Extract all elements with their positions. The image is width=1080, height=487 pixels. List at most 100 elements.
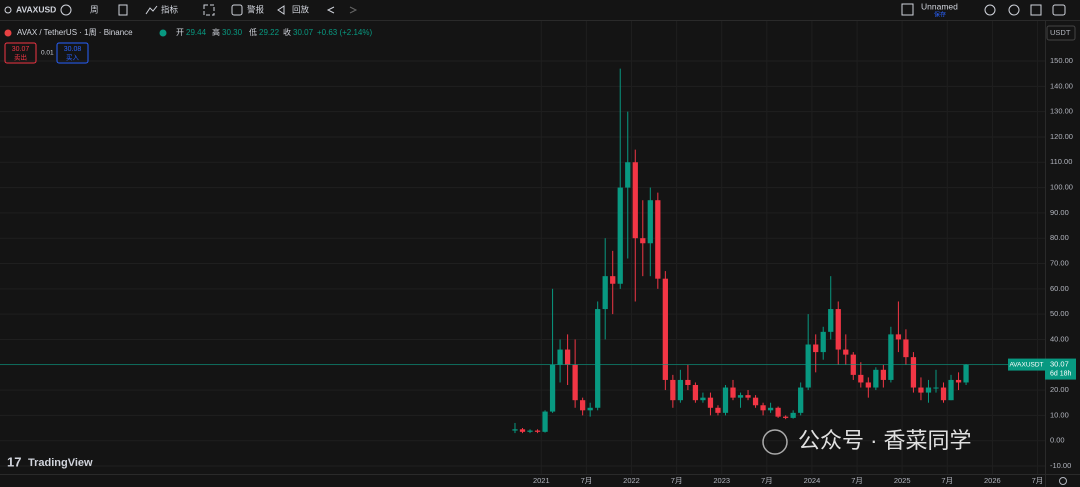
high-label: 高: [212, 27, 220, 37]
layout-name[interactable]: Unnamed: [921, 1, 958, 11]
candle-body: [745, 395, 751, 398]
close-label: 收: [283, 27, 291, 37]
candle-body: [940, 387, 947, 401]
candle-body: [519, 429, 526, 432]
interval-button[interactable]: 周: [90, 4, 99, 14]
replay-icon: [277, 5, 285, 15]
alert-icon: [231, 4, 243, 16]
currency: USDT: [1050, 28, 1071, 37]
buy-label: 买入: [66, 54, 80, 62]
search-icon[interactable]: [4, 6, 12, 14]
candle-body: [685, 379, 691, 385]
last-price-value: 30.07: [1050, 360, 1069, 369]
indicators-button[interactable]: 指标: [161, 4, 179, 14]
candle-body: [647, 200, 653, 244]
candle-body: [534, 430, 541, 432]
toolbar: [0, 0, 1080, 20]
candle-body: [880, 369, 886, 380]
y-tick-label: 50.00: [1050, 309, 1069, 318]
candle-body: [865, 382, 871, 388]
candle-body: [572, 364, 578, 401]
candle-body: [760, 405, 766, 411]
redo-button[interactable]: [349, 6, 358, 14]
currency-button[interactable]: [1046, 25, 1076, 41]
high-value: 30.30: [222, 28, 243, 37]
alerts-button[interactable]: 警报: [247, 4, 265, 14]
quick-search-button[interactable]: [984, 4, 996, 16]
candle-body: [527, 430, 533, 432]
close-value: 30.07: [293, 28, 314, 37]
candle-body: [610, 276, 616, 284]
axis-settings[interactable]: [1059, 477, 1067, 485]
y-tick-label: 120.00: [1050, 132, 1073, 141]
wechat-icon: [762, 429, 788, 455]
fullscreen-button[interactable]: [1030, 4, 1042, 16]
x-tick-label: 7月: [581, 476, 593, 485]
candle-body: [595, 309, 601, 408]
y-tick-label: 10.00: [1050, 410, 1069, 419]
candle-body: [549, 364, 556, 412]
candle-body: [602, 276, 608, 310]
low-value: 29.22: [259, 28, 280, 37]
candle-body: [617, 187, 623, 284]
change-value: +0.63 (+2.14%): [317, 28, 372, 37]
chart-type-button[interactable]: [118, 4, 128, 16]
candle-body: [655, 200, 661, 279]
candle-body: [632, 162, 638, 239]
x-tick-label: 7月: [761, 476, 773, 485]
candle-body: [805, 344, 811, 388]
candle-body: [835, 309, 841, 350]
candle-body: [903, 339, 909, 358]
candle-body: [873, 369, 879, 388]
buy-button[interactable]: [56, 42, 89, 64]
symbol-button[interactable]: AVAXUSD: [16, 4, 56, 14]
y-tick-label: 150.00: [1050, 56, 1073, 65]
snapshot-button[interactable]: [1052, 4, 1066, 16]
sell-button[interactable]: [4, 42, 37, 64]
replay-button[interactable]: 回放: [292, 4, 310, 14]
candle-body: [888, 334, 894, 380]
candle-body: [925, 387, 932, 393]
last-price-box: [1045, 358, 1076, 380]
save-button[interactable]: 保存: [934, 11, 946, 19]
y-tick-label: 70.00: [1050, 258, 1069, 267]
candle-body: [715, 407, 721, 413]
sell-label: 卖出: [14, 53, 27, 62]
settings-button[interactable]: [1008, 4, 1020, 16]
x-tick-label: 2026: [984, 476, 1001, 485]
candle-body: [828, 309, 834, 332]
candle-body: [737, 395, 744, 398]
candle-body: [707, 397, 714, 408]
x-tick-label: 2021: [533, 476, 550, 485]
candle-body: [895, 334, 902, 340]
candle-body: [955, 379, 962, 383]
candle-body: [933, 387, 939, 389]
candle-body: [512, 429, 518, 431]
candle-body: [730, 387, 736, 398]
layout-icon: [901, 3, 914, 16]
y-tick-label: 0.00: [1050, 436, 1065, 445]
candle-body: [918, 387, 924, 393]
open-value: 29.44: [186, 28, 207, 37]
candle-body: [767, 407, 774, 411]
templates-button[interactable]: [203, 4, 215, 16]
brand: TradingView: [28, 457, 93, 469]
candle-body: [587, 407, 593, 411]
x-tick-label: 7月: [671, 476, 683, 485]
low-label: 低: [249, 27, 257, 37]
candle-body: [564, 349, 571, 365]
undo-button[interactable]: [326, 6, 335, 14]
candle-body: [677, 379, 684, 401]
candle-body: [813, 344, 819, 353]
candle-body: [775, 407, 781, 417]
y-tick-label: 90.00: [1050, 208, 1069, 217]
candle-body: [670, 379, 676, 401]
candle-body: [542, 411, 548, 432]
compare-button[interactable]: [60, 4, 72, 16]
candle-body: [752, 397, 759, 406]
candle-body: [625, 162, 631, 188]
candle-body: [910, 357, 917, 388]
symbol-title: AVAX / TetherUS · 1周 · Binance: [17, 28, 133, 37]
y-tick-label: 110.00: [1050, 157, 1072, 166]
